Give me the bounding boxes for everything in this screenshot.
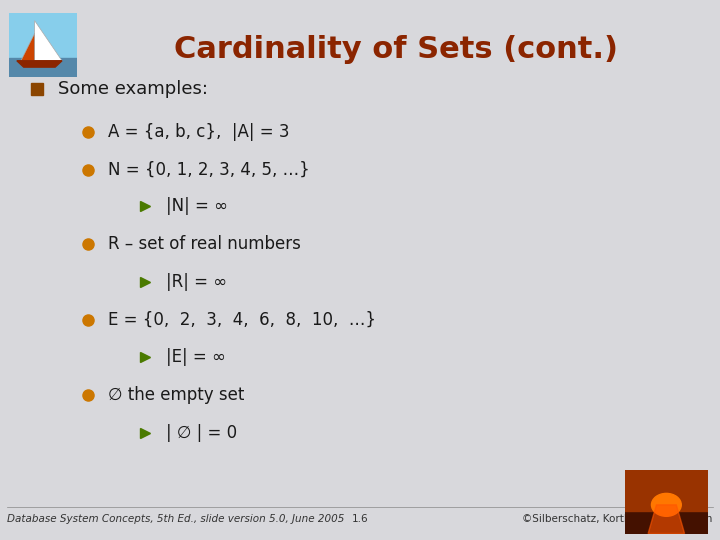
Text: 1.6: 1.6 (351, 515, 369, 524)
Text: R – set of real numbers: R – set of real numbers (108, 235, 301, 253)
Text: ∅ the empty set: ∅ the empty set (108, 386, 244, 404)
Text: Some examples:: Some examples: (58, 80, 207, 98)
Text: |E| = ∞: |E| = ∞ (166, 348, 225, 367)
Text: Database System Concepts, 5th Ed., slide version 5.0, June 2005: Database System Concepts, 5th Ed., slide… (7, 515, 345, 524)
Circle shape (652, 494, 681, 516)
Polygon shape (648, 505, 685, 534)
Text: ©Silberschatz, Korth and Sudarshan: ©Silberschatz, Korth and Sudarshan (523, 515, 713, 524)
Text: E = {0,  2,  3,  4,  6,  8,  10,  …}: E = {0, 2, 3, 4, 6, 8, 10, …} (108, 310, 376, 329)
Text: A = {a, b, c},  |A| = 3: A = {a, b, c}, |A| = 3 (108, 123, 289, 141)
Polygon shape (35, 21, 62, 60)
Polygon shape (21, 33, 35, 60)
Bar (9, 58, 77, 77)
Polygon shape (17, 60, 62, 67)
Bar (625, 470, 708, 511)
Text: | ∅ | = 0: | ∅ | = 0 (166, 424, 237, 442)
Text: Cardinality of Sets (cont.): Cardinality of Sets (cont.) (174, 35, 618, 64)
Text: |R| = ∞: |R| = ∞ (166, 273, 227, 291)
Bar (9, 13, 77, 58)
Text: |N| = ∞: |N| = ∞ (166, 197, 228, 215)
Text: N = {0, 1, 2, 3, 4, 5, …}: N = {0, 1, 2, 3, 4, 5, …} (108, 161, 310, 179)
